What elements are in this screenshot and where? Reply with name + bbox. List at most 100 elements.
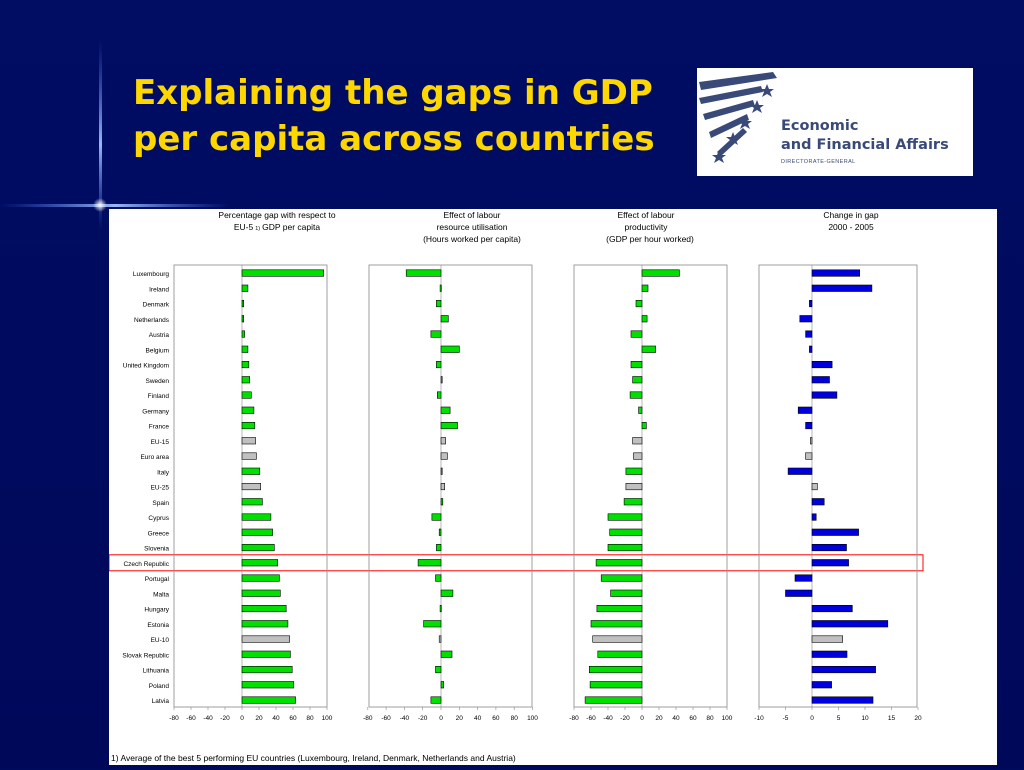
country-label: Poland — [149, 683, 170, 690]
bar-3-estonia — [590, 620, 643, 628]
bar-2-euro-area — [440, 452, 448, 460]
chart1-title-line2: EU-5 1) GDP per capita — [234, 222, 320, 232]
bar-3-cyprus — [607, 513, 643, 521]
bar-4-malta — [785, 589, 813, 597]
bar-3-latvia — [584, 696, 643, 704]
country-label: Denmark — [143, 302, 170, 309]
bar-4-luxembourg — [811, 269, 861, 277]
eu-stars-logo-icon — [699, 72, 777, 163]
bar-3-lithuania — [588, 665, 643, 674]
bar-4-hungary — [811, 604, 853, 613]
bar-4-spain — [811, 498, 825, 506]
bar-2-denmark — [436, 300, 442, 308]
x-tick-label: 5 — [837, 715, 841, 722]
country-label: Lithuania — [143, 668, 170, 675]
bar-4-italy — [787, 467, 813, 475]
bar-4-united-kingdom — [811, 361, 833, 369]
x-tick-label: 20 — [914, 715, 922, 722]
x-tick-label: -60 — [381, 715, 391, 722]
bar-1-france — [241, 422, 256, 430]
bar-2-united-kingdom — [436, 361, 442, 369]
chart-4: -10 -5 0 5 10 15 20 — [754, 264, 922, 722]
plot-frame — [758, 264, 918, 708]
bar-1-finland — [241, 391, 252, 399]
chart-1: -80 -60 -40 -20 0 20 40 60 80 100 — [169, 264, 333, 722]
bar-1-lithuania — [241, 665, 293, 674]
x-tick-label: 10 — [861, 715, 869, 722]
x-tick-label: 60 — [689, 715, 697, 722]
x-tick-label: -40 — [203, 715, 213, 722]
bar-3-sweden — [632, 376, 643, 384]
x-tick-label: -20 — [418, 715, 428, 722]
x-tick-label: -60 — [186, 715, 196, 722]
bar-3-hungary — [596, 604, 643, 613]
chart-panel: Percentage gap with respect to EU-5 1) GDP… — [108, 209, 997, 765]
x-tick-label: -60 — [586, 715, 596, 722]
x-tick-label: 60 — [289, 715, 297, 722]
bar-1-poland — [241, 681, 295, 689]
bar-3-ireland — [641, 284, 649, 292]
bar-2-italy — [440, 467, 443, 475]
chart1-title-eu5: EU-5 — [234, 222, 254, 232]
country-label: Italy — [157, 469, 170, 476]
bar-3-netherlands — [641, 315, 648, 323]
bar-1-slovenia — [241, 543, 275, 552]
bar-1-greece — [241, 528, 273, 536]
bar-3-eu-25 — [625, 482, 643, 491]
bar-4-eu-25 — [811, 482, 818, 491]
x-tick-label: 20 — [655, 715, 663, 722]
bar-4-greece — [811, 528, 859, 536]
bar-2-finland — [436, 391, 442, 399]
bar-2-eu-10 — [438, 635, 442, 643]
country-label: Greece — [148, 530, 170, 537]
chart2-title-line2: resource utilisation — [437, 222, 508, 232]
bar-1-denmark — [241, 300, 245, 308]
x-tick-label: -40 — [400, 715, 410, 722]
bar-4-belgium — [809, 345, 813, 353]
bar-4-germany — [797, 406, 813, 414]
chart-3: -80 -60 -40 -20 0 20 40 60 80 100 — [569, 264, 733, 722]
bar-1-spain — [241, 498, 263, 506]
chart1-title-footnote-ref: 1) — [255, 226, 260, 232]
bar-3-austria — [630, 330, 643, 338]
chart4-title-line1: Change in gap — [823, 210, 879, 220]
bar-4-latvia — [811, 696, 874, 704]
bar-3-greece — [609, 528, 643, 536]
bar-4-ireland — [811, 284, 873, 292]
bar-3-poland — [589, 681, 643, 689]
bar-2-spain — [440, 498, 444, 506]
bar-3-euro-area — [633, 452, 643, 460]
bar-1-ireland — [241, 284, 249, 292]
slide-title: Explaining the gaps in GDP per capita ac… — [133, 70, 693, 162]
bar-2-malta — [440, 589, 454, 597]
bar-4-euro-area — [805, 452, 813, 460]
country-label: Hungary — [144, 607, 169, 614]
x-tick-label: 0 — [810, 715, 814, 722]
x-tick-label: 100 — [322, 715, 333, 722]
x-tick-label: -80 — [569, 715, 579, 722]
country-label: Sweden — [146, 378, 170, 385]
bar-2-netherlands — [440, 315, 449, 323]
x-tick-label: -80 — [169, 715, 179, 722]
x-tick-label: 20 — [456, 715, 464, 722]
bar-2-belgium — [440, 345, 460, 353]
plot-frame — [573, 264, 728, 708]
country-label: EU-25 — [151, 485, 170, 492]
bar-3-belgium — [641, 345, 656, 353]
title-line-1: Explaining the gaps in GDP — [133, 73, 653, 113]
bar-1-czech-republic — [241, 559, 279, 567]
title-line-2: per capita across countries — [133, 119, 655, 159]
bar-2-slovenia — [436, 543, 442, 552]
bar-2-luxembourg — [405, 269, 442, 277]
decorative-flare — [0, 40, 230, 230]
bar-3-spain — [623, 498, 643, 506]
bar-1-malta — [241, 589, 281, 597]
x-tick-label: 80 — [511, 715, 519, 722]
bar-3-germany — [638, 406, 643, 414]
bar-3-united-kingdom — [630, 361, 643, 369]
bar-1-luxembourg — [241, 269, 324, 277]
x-tick-label: 80 — [706, 715, 714, 722]
chart1-title-line1: Percentage gap with respect to — [218, 210, 335, 220]
bar-1-estonia — [241, 620, 289, 628]
bar-3-eu-15 — [632, 437, 643, 445]
